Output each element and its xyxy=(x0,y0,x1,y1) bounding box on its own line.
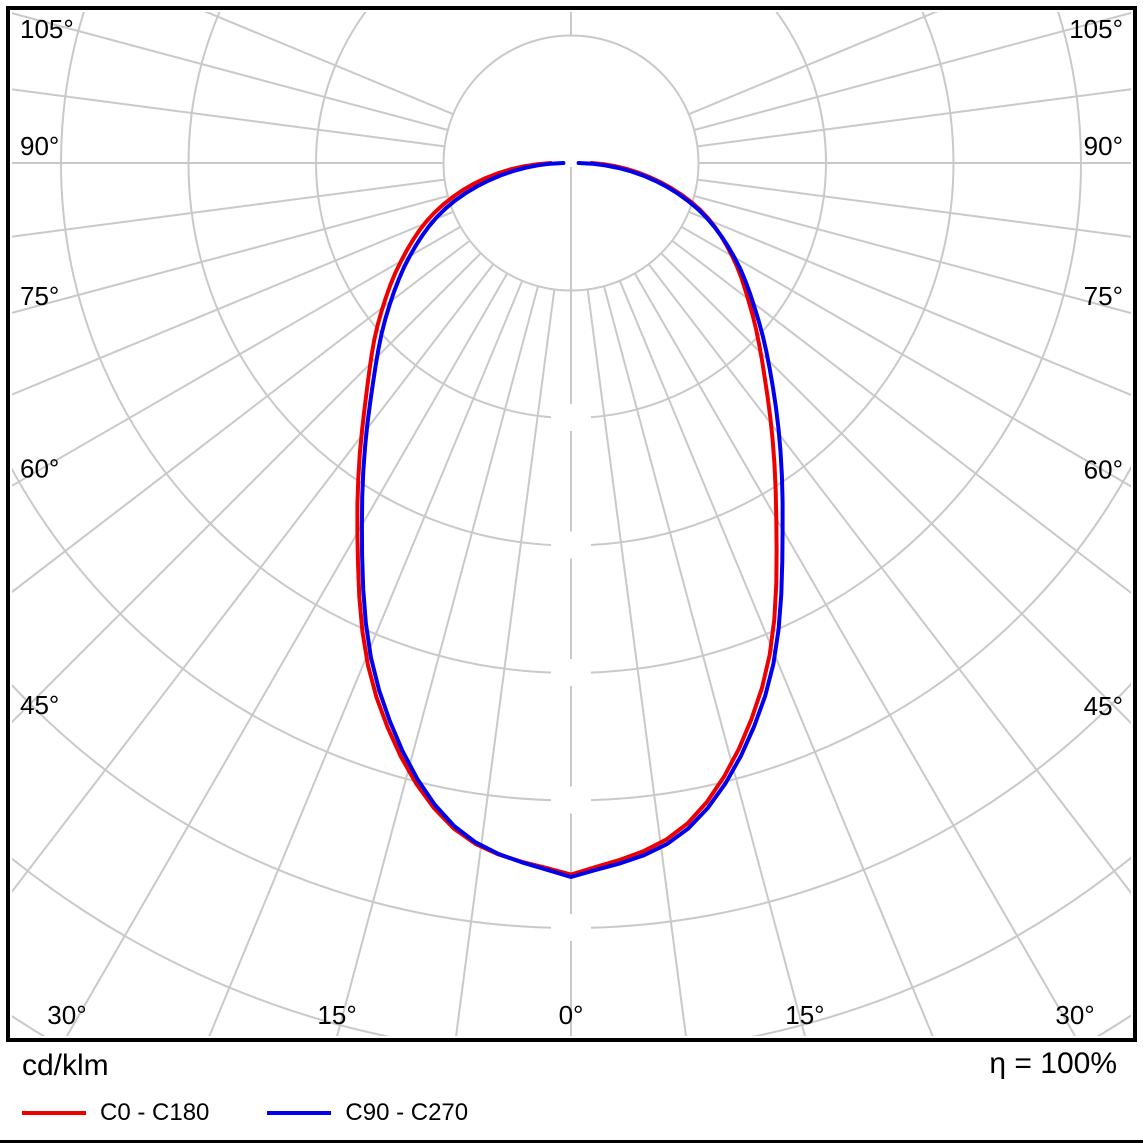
angle-label-45-left: 45° xyxy=(20,690,59,720)
angle-label-30-right: 30° xyxy=(1055,1000,1094,1030)
angle-label-90-left: 90° xyxy=(20,131,59,161)
angle-label-30-left: 30° xyxy=(47,1000,86,1030)
bottom-border-line xyxy=(0,1140,1143,1143)
angle-label-105-left: 105° xyxy=(20,14,74,44)
efficiency-label: η = 100% xyxy=(989,1047,1117,1080)
radial-unit-label: cd/klm xyxy=(22,1049,109,1082)
legend-item-c0-c180: C0 - C180 xyxy=(22,1100,209,1126)
angle-labels: 0° 15° 15° 30° 30° 45° 45° 60° 60° 75° 75° 90° 90° 10… xyxy=(20,14,1123,1030)
legend-label-c90-c270: C90 - C270 xyxy=(345,1099,469,1126)
angle-label-0-right: 0° xyxy=(559,1000,584,1030)
legend: C0 - C180 C90 - C270 xyxy=(22,1100,468,1126)
curve-c90-c270 xyxy=(359,161,785,879)
axis-value-masks xyxy=(551,404,591,941)
angle-label-105-right: 105° xyxy=(1069,14,1123,44)
legend-swatch-blue xyxy=(267,1111,332,1115)
angle-label-45-right: 45° xyxy=(1084,691,1123,721)
legend-swatch-red xyxy=(22,1111,86,1115)
angle-label-60-right: 60° xyxy=(1084,454,1123,484)
angle-label-75-right: 75° xyxy=(1084,281,1123,311)
legend-label-c0-c180: C0 - C180 xyxy=(100,1099,210,1126)
angle-label-15-right: 15° xyxy=(785,1000,824,1030)
legend-item-c90-c270: C90 - C270 xyxy=(267,1100,468,1126)
angle-label-90-right: 90° xyxy=(1084,131,1123,161)
angle-label-60-left: 60° xyxy=(20,454,59,484)
angle-label-75-left: 75° xyxy=(20,281,59,311)
plot-frame xyxy=(6,6,1137,1042)
curves xyxy=(355,161,785,879)
angle-label-15-left: 15° xyxy=(317,1000,356,1030)
